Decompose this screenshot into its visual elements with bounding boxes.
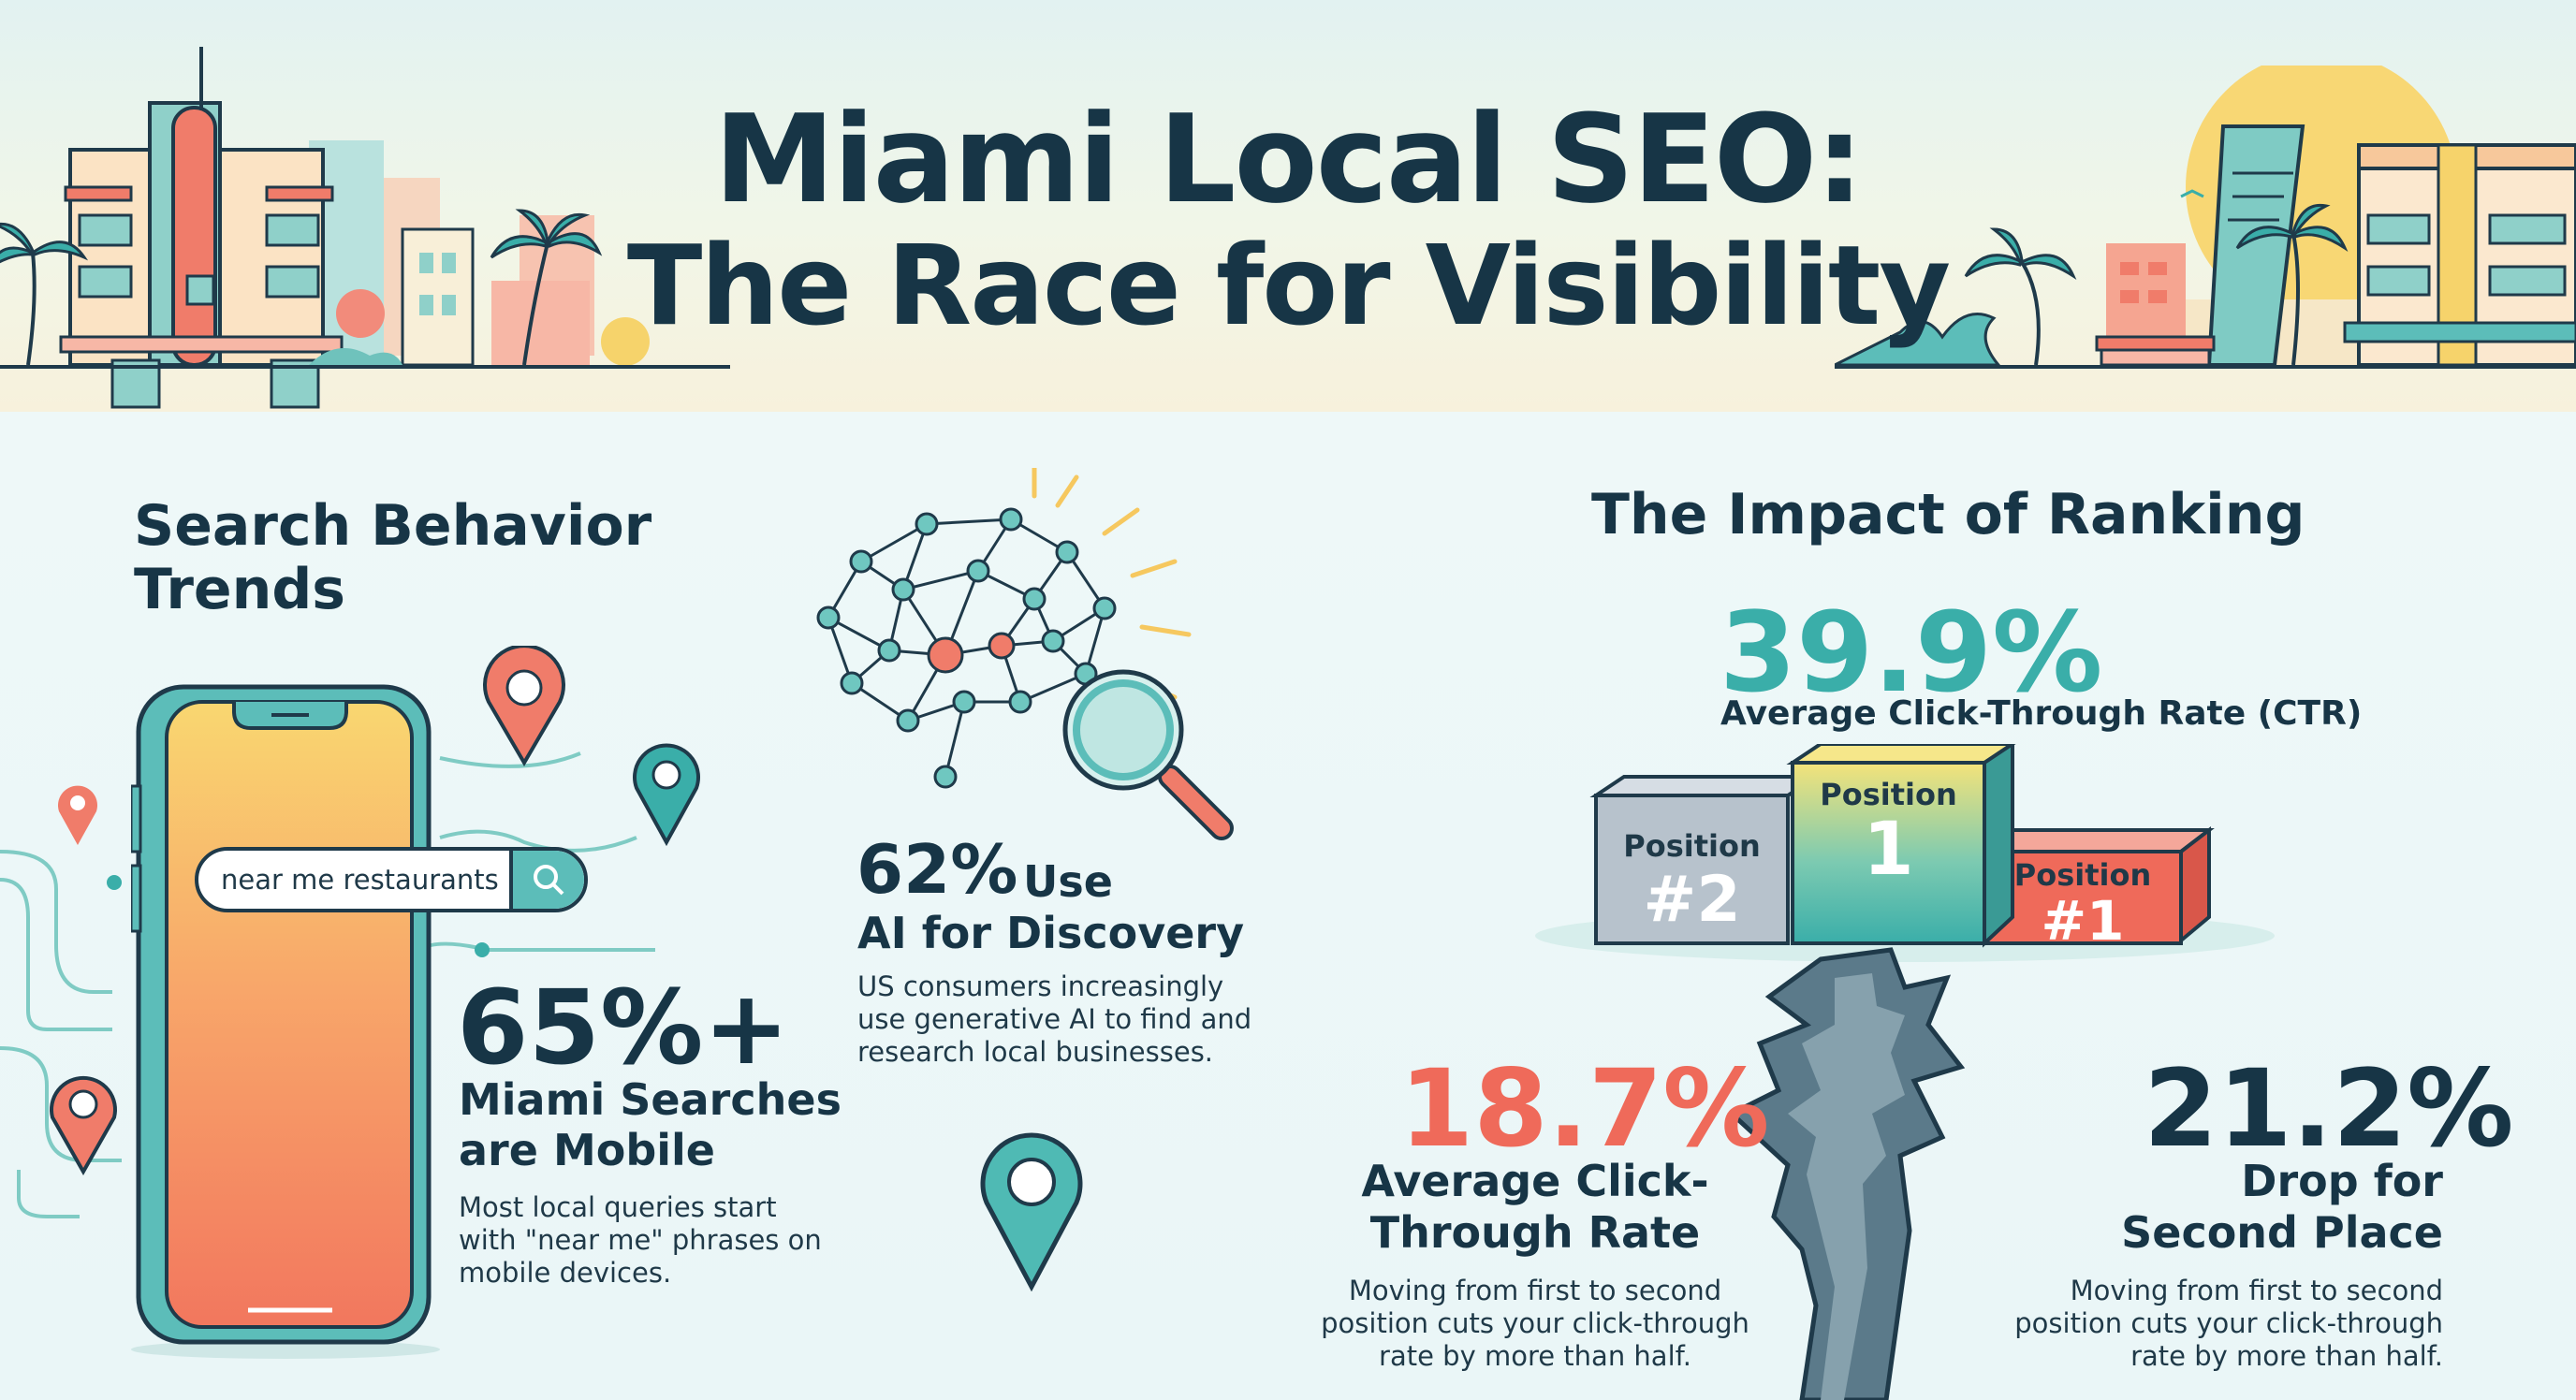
second-position-desc-line1: Moving from first to second xyxy=(1348,1275,1722,1306)
ranking-heading: The Impact of Ranking xyxy=(1591,482,2305,547)
drop-stat: 21.2% xyxy=(2144,1046,2514,1171)
top-ctr-stat: 39.9% xyxy=(1720,588,2103,717)
drop-label-line1: Drop for xyxy=(2241,1156,2443,1206)
podium-left-word: Position xyxy=(1623,828,1761,864)
miami-skyline-right-illustration xyxy=(1835,66,2576,369)
drop-label-line2: Second Place xyxy=(2121,1207,2443,1258)
smartphone-illustration xyxy=(131,684,440,1359)
map-pin-icon xyxy=(58,785,97,845)
page-subtitle: The Race for Visibility xyxy=(626,221,1951,350)
second-position-ctr-stat: 18.7% xyxy=(1399,1046,1770,1171)
podium-center-number: 1 xyxy=(1863,808,1914,892)
mobile-stat-desc-line1: Most local queries start xyxy=(459,1191,777,1223)
ai-brain-network-icon xyxy=(816,468,1234,840)
mobile-stat-desc-line2: with "near me" phrases on xyxy=(459,1224,822,1256)
mobile-stat-label-line1: Miami Searches xyxy=(459,1074,842,1125)
page-title: Miami Local SEO: xyxy=(713,88,1865,230)
ranking-podium-illustration xyxy=(1535,744,2275,1400)
drop-desc-line2: position cuts your click-through xyxy=(2014,1307,2443,1339)
search-bar[interactable]: near me restaurants xyxy=(195,847,588,912)
ai-stat-label-b: AI for Discovery xyxy=(857,908,1245,958)
search-button[interactable] xyxy=(509,851,584,909)
second-position-ctr-label-line1: Average Click- xyxy=(1361,1156,1709,1206)
podium-left-number: #2 xyxy=(1643,863,1741,937)
ai-stat-desc-line2: use generative AI to find and xyxy=(857,1003,1252,1035)
drop-desc-line1: Moving from first to second xyxy=(2070,1275,2443,1306)
podium-right-number: #1 xyxy=(2041,889,2125,953)
podium-center-word: Position xyxy=(1820,777,1957,812)
second-position-desc-line3: rate by more than half. xyxy=(1379,1340,1691,1372)
ai-stat-desc-line3: research local businesses. xyxy=(857,1036,1214,1068)
search-trends-heading-line1: Search Behavior xyxy=(134,493,652,559)
map-pin-icon xyxy=(50,1075,117,1176)
ai-stat-desc-line1: US consumers increasingly xyxy=(857,970,1224,1002)
miami-skyline-left-illustration xyxy=(0,47,730,409)
search-trends-heading-line2: Trends xyxy=(134,557,345,622)
map-route-lines xyxy=(0,751,655,1218)
podium-right-word: Position xyxy=(2013,857,2152,893)
second-position-ctr-label-line2: Through Rate xyxy=(1369,1207,1701,1258)
search-query-text: near me restaurants xyxy=(221,864,499,896)
map-pin-icon xyxy=(980,1132,1083,1291)
mobile-stat-value: 65%+ xyxy=(457,968,790,1087)
second-position-desc-line2: position cuts your click-through xyxy=(1321,1307,1749,1339)
ai-stat-value: 62% xyxy=(856,830,1018,909)
top-ctr-label: Average Click-Through Rate (CTR) xyxy=(1720,694,2363,733)
drop-desc-line3: rate by more than half. xyxy=(2130,1340,2443,1372)
ai-stat-label-a: Use xyxy=(1023,856,1113,907)
map-pin-icon xyxy=(483,646,565,766)
mobile-stat-label-line2: are Mobile xyxy=(459,1125,715,1175)
map-pin-icon xyxy=(633,743,700,847)
mobile-stat-desc-line3: mobile devices. xyxy=(459,1257,672,1289)
search-icon xyxy=(534,865,564,896)
